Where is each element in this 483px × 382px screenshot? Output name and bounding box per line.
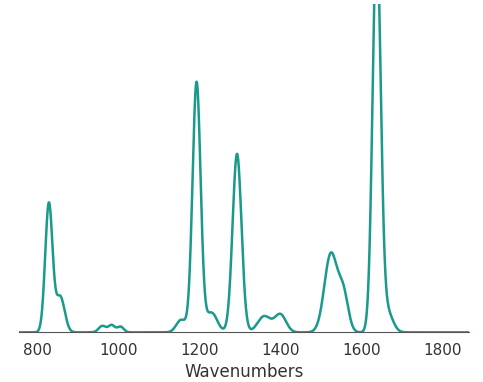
X-axis label: Wavenumbers: Wavenumbers	[184, 363, 304, 381]
